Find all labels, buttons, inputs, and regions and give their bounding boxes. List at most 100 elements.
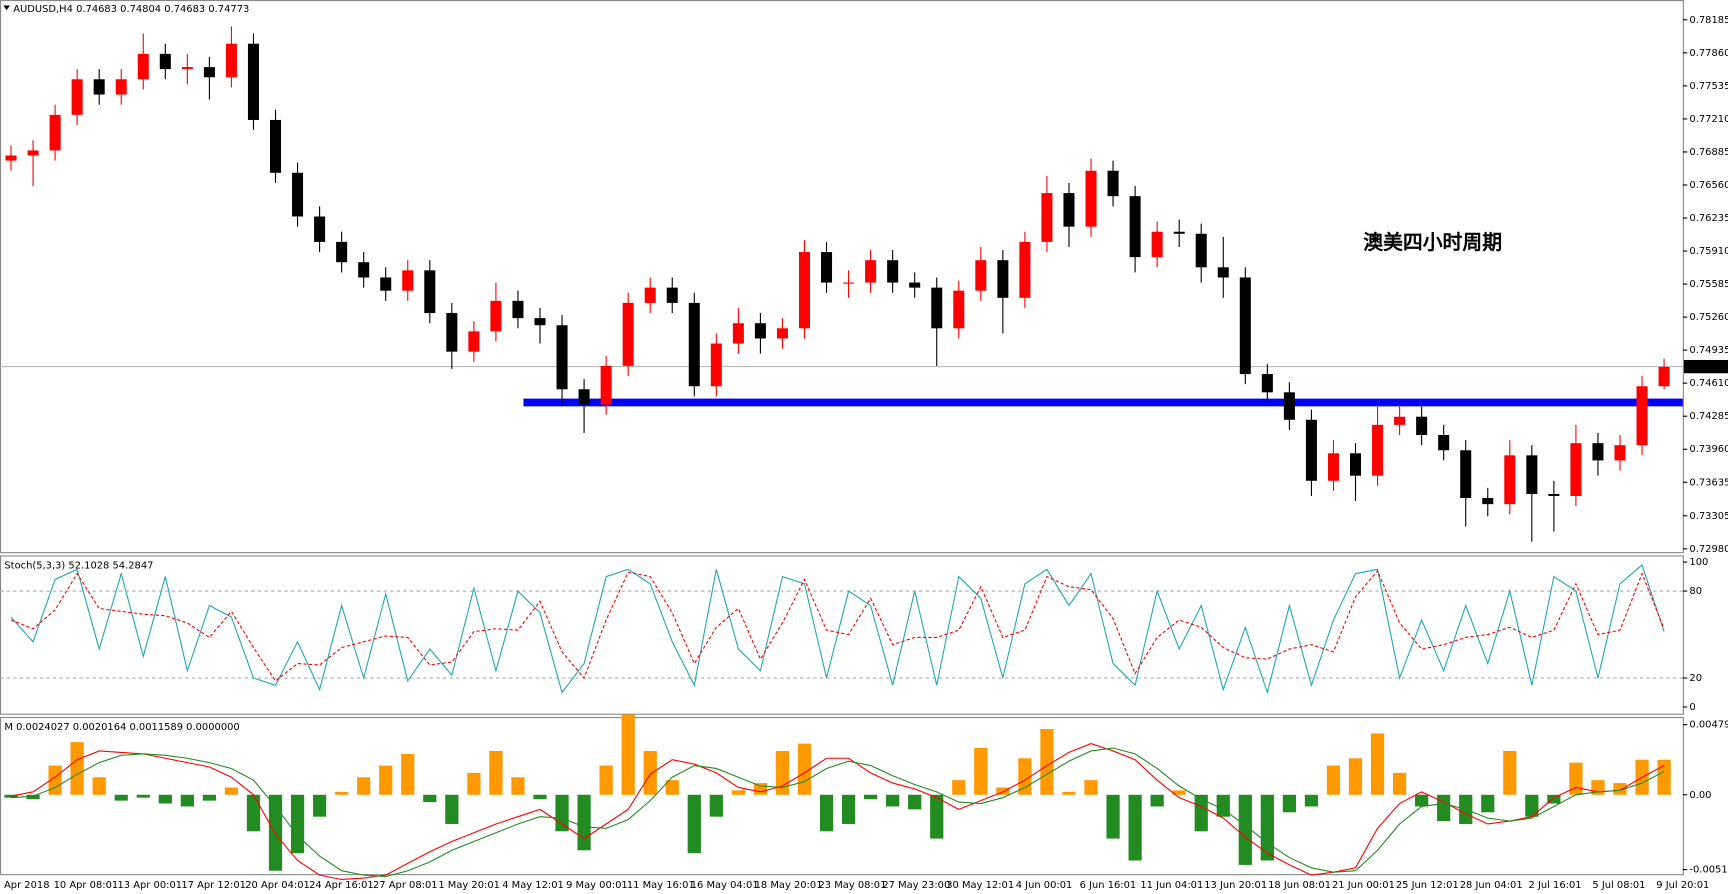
candle-body bbox=[512, 300, 524, 319]
candle-body bbox=[1394, 416, 1406, 425]
candle-body bbox=[644, 287, 656, 303]
y-tick-label: 0.004798 bbox=[1689, 720, 1728, 731]
y-tick-label: 0.73635 bbox=[1689, 477, 1728, 488]
y-tick-label: 0.78185 bbox=[1689, 15, 1728, 26]
y-tick-label: 80 bbox=[1689, 586, 1702, 597]
x-tick-label: 17 Apr 12:01 bbox=[181, 880, 246, 891]
x-tick-label: 20 Apr 04:01 bbox=[245, 880, 310, 891]
candle-body bbox=[975, 260, 987, 291]
candle-body bbox=[666, 287, 678, 303]
candle-body bbox=[1063, 193, 1075, 227]
candle-body bbox=[358, 262, 370, 278]
x-tick-label: 25 Jun 12:01 bbox=[1396, 880, 1459, 891]
histogram-bar bbox=[577, 794, 591, 851]
candle-body bbox=[931, 287, 943, 329]
y-tick-label: 0.73960 bbox=[1689, 444, 1728, 455]
candle-body bbox=[468, 331, 480, 352]
histogram-bar bbox=[312, 794, 327, 817]
y-tick-label: 0.74935 bbox=[1689, 345, 1728, 356]
candle-body bbox=[490, 300, 502, 332]
histogram-bar bbox=[665, 780, 679, 795]
y-tick-label: 0 bbox=[1689, 702, 1695, 713]
x-tick-label: 27 May 23:00 bbox=[882, 880, 950, 891]
histogram-bar bbox=[401, 753, 415, 795]
histogram-bar bbox=[467, 772, 481, 795]
y-tick-label: 0.74285 bbox=[1689, 411, 1728, 422]
y-tick-label: 0.72980 bbox=[1689, 544, 1728, 555]
histogram-bar bbox=[511, 777, 525, 795]
histogram-bar bbox=[202, 794, 216, 801]
candle-body bbox=[1636, 386, 1648, 446]
histogram-bar bbox=[1613, 783, 1627, 795]
histogram-bar bbox=[114, 794, 128, 801]
histogram-bar bbox=[1569, 762, 1583, 795]
candle-body bbox=[1592, 443, 1604, 461]
candle-body bbox=[600, 365, 612, 405]
candle-body bbox=[1526, 455, 1538, 494]
candle-body bbox=[71, 79, 83, 115]
candle-body bbox=[181, 67, 193, 70]
candle-body bbox=[997, 260, 1009, 298]
x-tick-label: 13 Jun 20:01 bbox=[1204, 880, 1267, 891]
candle-body bbox=[1151, 231, 1163, 258]
y-tick-label: 0.77535 bbox=[1689, 81, 1728, 92]
y-tick-label: 20 bbox=[1689, 673, 1702, 684]
main-frame bbox=[0, 0, 1684, 554]
x-tick-label: 30 May 12:01 bbox=[946, 880, 1014, 891]
histogram-bar bbox=[1260, 794, 1274, 861]
histogram-bar bbox=[246, 794, 261, 832]
candle-body bbox=[1460, 450, 1472, 499]
x-tick-label: 11 May 16:01 bbox=[627, 880, 695, 891]
x-tick-label: 5 Apr 2018 bbox=[0, 880, 50, 891]
y-tick-label: 0.76235 bbox=[1689, 213, 1728, 224]
histogram-bar bbox=[158, 794, 172, 804]
candle-body bbox=[203, 67, 215, 78]
x-tick-label: 1 May 20:01 bbox=[438, 880, 500, 891]
y-tick-label: 0.00 bbox=[1689, 790, 1711, 801]
histogram-bar bbox=[1392, 772, 1407, 795]
histogram-bar bbox=[70, 742, 84, 795]
histogram-bar bbox=[819, 794, 834, 832]
y-tick-label: 0.73305 bbox=[1689, 511, 1728, 522]
histogram-bar bbox=[290, 794, 305, 854]
y-tick-label: 0.76885 bbox=[1689, 147, 1728, 158]
histogram-bar bbox=[26, 794, 40, 800]
candle-body bbox=[1548, 493, 1560, 496]
candle-body bbox=[843, 282, 855, 284]
histogram-bar bbox=[1503, 750, 1517, 795]
x-tick-label: 9 May 00:01 bbox=[566, 880, 628, 891]
y-tick-label: 0.75260 bbox=[1689, 312, 1728, 323]
candle-body bbox=[27, 150, 39, 156]
histogram-bar bbox=[886, 794, 900, 807]
candle-body bbox=[402, 270, 414, 291]
candle-body bbox=[137, 53, 149, 80]
x-tick-label: 18 Jun 08:01 bbox=[1268, 880, 1331, 891]
frames bbox=[0, 0, 1684, 876]
stoch-frame bbox=[0, 555, 1684, 715]
candle-body bbox=[93, 79, 105, 95]
candle-body bbox=[1658, 366, 1670, 387]
histogram-bar bbox=[709, 794, 723, 817]
histogram-bar bbox=[489, 750, 503, 795]
indicator-line bbox=[10, 743, 1665, 881]
histogram-bar bbox=[1437, 794, 1451, 822]
histogram-bar bbox=[1128, 794, 1142, 861]
candle-body bbox=[1041, 193, 1053, 242]
histogram-bar bbox=[555, 794, 569, 832]
histogram-bar bbox=[908, 794, 922, 810]
current-price-label: 0.74773 bbox=[1687, 362, 1728, 373]
menu-triangle bbox=[3, 5, 10, 10]
histogram-bar bbox=[224, 787, 239, 795]
candle-body bbox=[1261, 374, 1273, 393]
y-tick-label: 0.77860 bbox=[1689, 48, 1728, 59]
candle-body bbox=[5, 155, 17, 161]
candle-body bbox=[1438, 435, 1450, 451]
y-tick-label: 0.76560 bbox=[1689, 180, 1728, 191]
histogram-bar bbox=[136, 794, 150, 798]
candle-body bbox=[821, 252, 833, 283]
candle-body bbox=[622, 302, 634, 366]
candle-body bbox=[1504, 455, 1516, 505]
main-title: AUDUSD,H4 0.74683 0.74804 0.74683 0.7477… bbox=[13, 4, 249, 15]
